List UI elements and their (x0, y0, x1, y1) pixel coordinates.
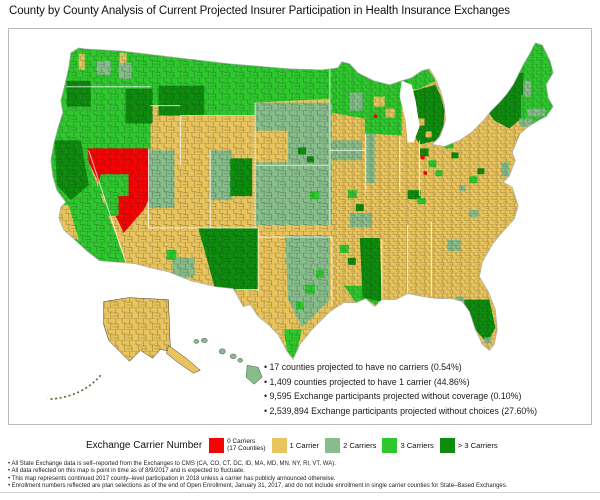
hawaii-big-island (245, 365, 263, 385)
bottom-divider (0, 492, 600, 493)
region-alaska-1-carrier (47, 297, 201, 400)
footnote-3: This map represents continued 2017 count… (8, 476, 596, 483)
aleutian-islands (47, 374, 102, 400)
stat-bullet-2: 1,409 counties projected to have 1 carri… (264, 375, 589, 390)
alaska-panhandle (166, 344, 201, 374)
page-title: County by County Analysis of Current Pro… (9, 5, 510, 17)
us-county-choropleth-map (47, 42, 554, 400)
map-stats: 17 counties projected to have no carrier… (264, 360, 589, 418)
county-lines-east (334, 42, 554, 360)
legend-label: > 3 Carriers (457, 440, 498, 450)
lake-michigan (399, 80, 420, 143)
stat-bullet-4: 2,539,894 Exchange participants projecte… (264, 404, 589, 419)
legend-item-1-carrier: 1 Carrier (271, 437, 320, 453)
state-borders (66, 68, 433, 305)
hawaii-island (218, 348, 226, 355)
hawaii-island (237, 358, 243, 363)
legend-swatch-more-than-3-carriers (439, 437, 455, 453)
county-lines-west (50, 42, 335, 360)
footnote-4: Enrollment numbers reflected are plan se… (8, 483, 596, 490)
legend-item-3-carriers: 3 Carriers (382, 437, 434, 453)
footnote-2: All data reflected on this map is point … (8, 468, 596, 475)
legend-swatch-3-carriers (382, 437, 398, 453)
county-color-patch (467, 120, 476, 128)
legend: Exchange Carrier Number 0 Carriers (17 C… (0, 433, 600, 457)
legend-sublabel: (17 Counties) (227, 445, 266, 452)
stat-bullet-3: 9,595 Exchange participants projected wi… (264, 389, 589, 404)
legend-item-more-than-3-carriers: > 3 Carriers (439, 437, 498, 453)
hawaii-island (230, 353, 237, 359)
hawaii-island (193, 339, 200, 344)
footnote-1: All State Exchange data is self–reported… (8, 461, 596, 468)
hawaii-island (201, 338, 208, 343)
stat-bullet-1: 17 counties projected to have no carrier… (264, 360, 589, 375)
region-hawaii-2-carriers (193, 338, 263, 385)
legend-title: Exchange Carrier Number (86, 439, 203, 451)
legend-label: 0 Carriers (227, 438, 256, 445)
legend-item-0-carriers: 0 Carriers (17 Counties) (209, 437, 266, 453)
region-new-jersey-green (517, 136, 526, 156)
legend-swatch-2-carriers (325, 437, 341, 453)
legend-label: 3 Carriers (400, 440, 434, 450)
legend-label: 1 Carrier (289, 440, 320, 450)
us-outline (50, 42, 554, 361)
footnotes: All State Exchange data is self–reported… (8, 461, 596, 490)
legend-item-2-carriers: 2 Carriers (325, 437, 377, 453)
county-color-patch (457, 128, 464, 135)
county-color-patch (477, 112, 485, 119)
map-container: 17 counties projected to have no carrier… (8, 28, 592, 425)
legend-label: 2 Carriers (343, 440, 377, 450)
legend-swatch-1-carrier (271, 437, 287, 453)
legend-swatch-0-carriers (209, 437, 225, 453)
alaska-county-lines (103, 297, 171, 362)
